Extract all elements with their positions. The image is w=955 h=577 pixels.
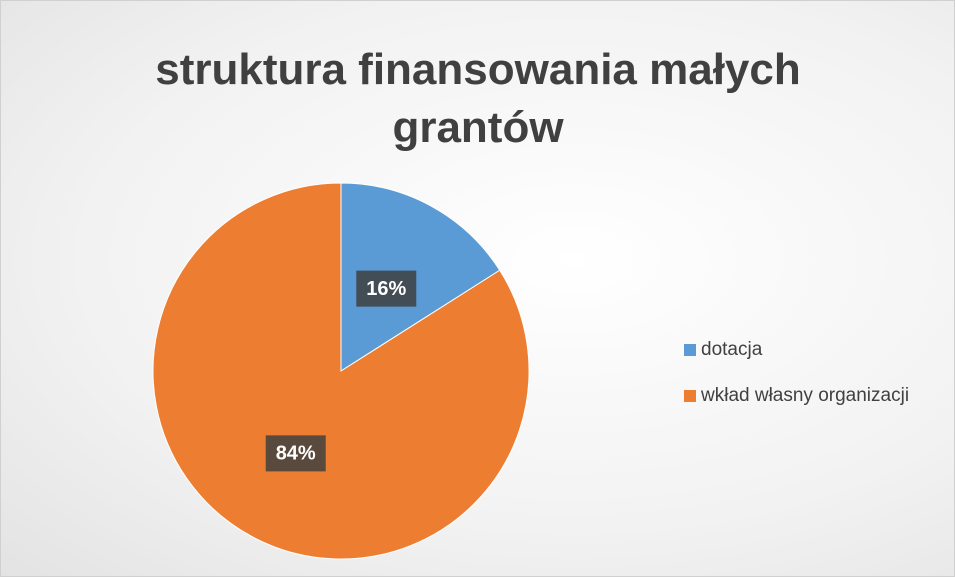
legend-label: wkład własny organizacji [700,385,909,406]
data-label-box [356,270,417,307]
data-label: 16% [366,278,406,300]
data-label-box [265,435,326,472]
data-label: 84% [276,443,316,465]
chart-title: struktura finansowania małych grantów [155,45,801,152]
legend-swatch [684,344,696,356]
legend-swatch [684,390,696,402]
pie-slice [340,182,501,372]
pie-slice [152,182,530,560]
legend-label: dotacja [701,339,763,360]
